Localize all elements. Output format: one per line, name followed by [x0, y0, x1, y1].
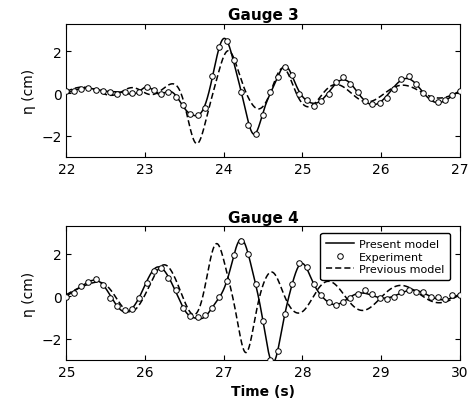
X-axis label: Time (s): Time (s)	[231, 384, 295, 398]
Previous model	[457, 292, 463, 297]
Present model	[457, 292, 463, 297]
Experiment	[267, 358, 273, 363]
Present model	[64, 294, 69, 299]
Present model	[446, 297, 451, 302]
Present model	[245, 249, 250, 254]
Experiment	[209, 306, 215, 311]
Previous model	[446, 299, 451, 303]
Present model	[255, 292, 261, 297]
Experiment	[238, 239, 244, 244]
Line: Previous model: Previous model	[66, 244, 460, 353]
Previous model	[214, 242, 219, 247]
Experiment	[64, 294, 69, 299]
Title: Gauge 4: Gauge 4	[228, 211, 299, 226]
Y-axis label: η (cm): η (cm)	[22, 69, 36, 114]
Previous model	[446, 299, 452, 303]
Experiment	[137, 296, 142, 301]
Present model	[270, 360, 276, 365]
Present model	[238, 237, 244, 242]
Line: Present model: Present model	[66, 240, 460, 363]
Experiment	[158, 266, 164, 271]
Present model	[446, 297, 452, 301]
Previous model	[243, 350, 249, 355]
Experiment	[107, 295, 113, 300]
Previous model	[245, 348, 250, 353]
Legend: Present model, Experiment, Previous model: Present model, Experiment, Previous mode…	[320, 234, 450, 280]
Present model	[83, 281, 89, 286]
Experiment	[450, 293, 456, 298]
Present model	[374, 295, 379, 300]
Previous model	[83, 283, 89, 288]
Experiment	[457, 292, 463, 297]
Previous model	[64, 292, 69, 297]
Previous model	[255, 301, 261, 306]
Line: Experiment: Experiment	[64, 239, 463, 363]
Y-axis label: η (cm): η (cm)	[22, 271, 36, 316]
Experiment	[428, 295, 434, 300]
Title: Gauge 3: Gauge 3	[228, 9, 299, 23]
Previous model	[374, 300, 379, 305]
